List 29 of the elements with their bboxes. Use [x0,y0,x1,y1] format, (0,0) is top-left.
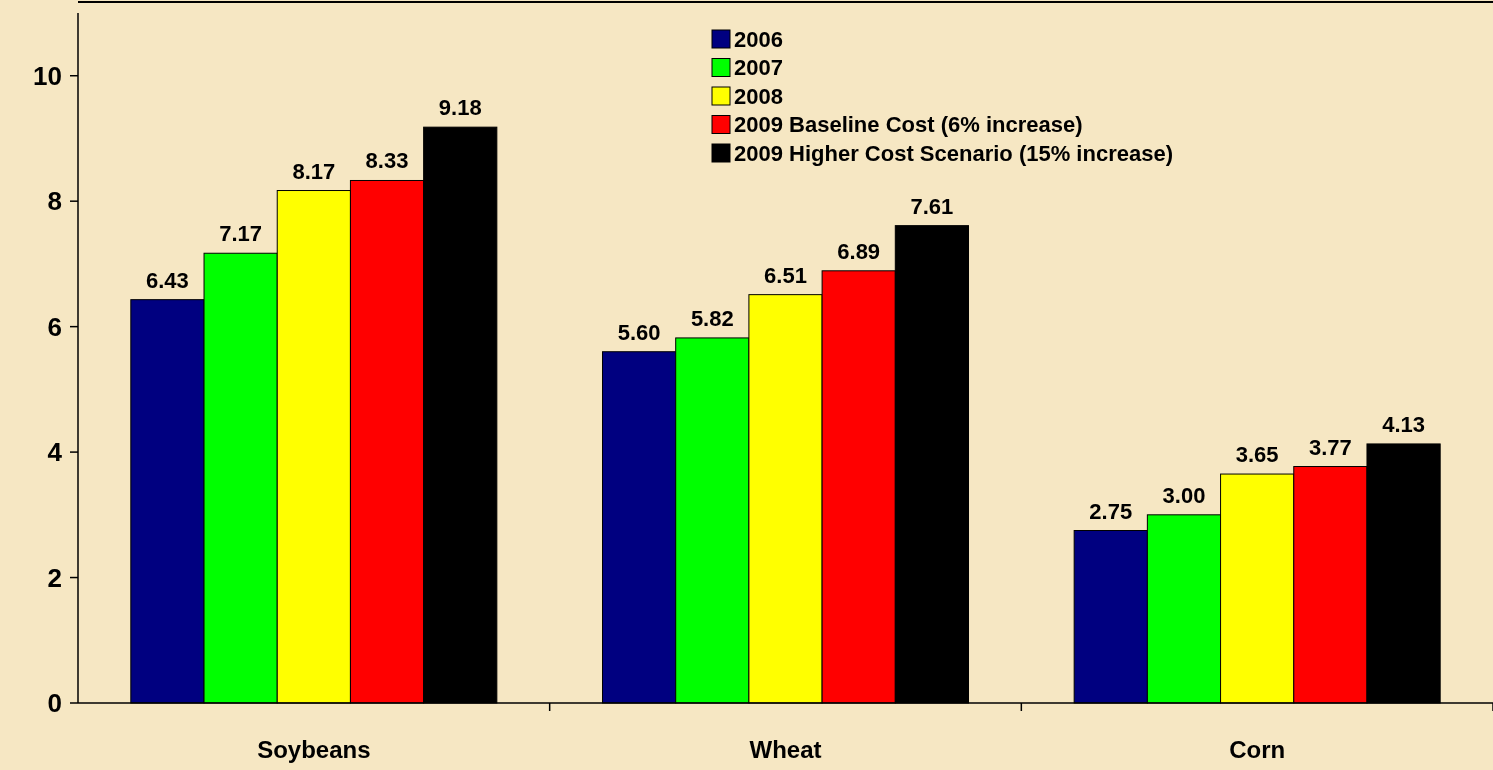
text: 4.13 [1382,411,1425,437]
y-tick-label: 2 [47,562,62,593]
text: 7.17 [219,221,263,247]
y-tick-label: 8 [47,186,62,217]
legend-label: 2007 [734,55,783,81]
x-tick-label: Wheat [749,736,822,763]
text: 8.33 [365,148,409,174]
text: 6.51 [764,262,807,288]
legend-label: 2008 [734,83,783,109]
text: 6.89 [837,238,881,264]
x-tick-label: Soybeans [257,736,371,763]
x-tick-label: Corn [1229,736,1286,763]
legend-label: 2006 [734,26,783,52]
text: 8.17 [292,158,336,184]
text: 5.82 [690,305,734,331]
legend-label: 2009 Baseline Cost (6% increase) [734,112,1083,138]
text: 3.00 [1162,482,1206,508]
y-tick-label: 6 [47,311,62,342]
text: 6.43 [146,267,189,293]
text: 7.61 [910,193,954,219]
text: 3.77 [1308,434,1352,460]
y-tick-label: 0 [47,688,62,719]
text: 5.60 [617,319,661,345]
y-tick-label: 10 [33,60,62,91]
text: 3.65 [1235,442,1279,468]
legend-label: 2009 Higher Cost Scenario (15% increase) [734,140,1173,166]
y-tick-label: 4 [47,437,63,468]
text: 2.75 [1089,498,1133,524]
text: 9.18 [438,95,482,121]
